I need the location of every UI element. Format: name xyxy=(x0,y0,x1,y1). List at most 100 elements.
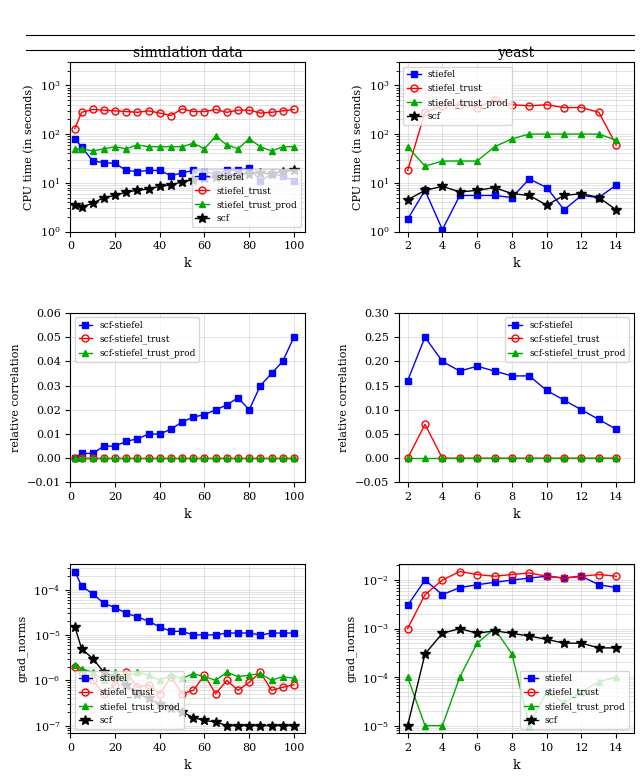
Line: scf-stiefel_trust: scf-stiefel_trust xyxy=(72,455,298,462)
scf xyxy=(167,180,175,189)
scf xyxy=(560,639,568,648)
stiefel xyxy=(122,608,130,618)
X-axis label: k: k xyxy=(513,257,520,270)
scf-stiefel_trust xyxy=(474,454,481,463)
stiefel xyxy=(456,583,463,592)
scf xyxy=(474,629,481,638)
stiefel_trust_prod xyxy=(234,672,242,681)
scf-stiefel xyxy=(212,405,220,414)
scf-stiefel xyxy=(167,424,175,434)
scf-stiefel_trust xyxy=(156,454,164,463)
stiefel_trust xyxy=(560,103,568,113)
stiefel_trust xyxy=(491,95,499,105)
stiefel xyxy=(189,166,197,175)
stiefel xyxy=(525,573,533,583)
stiefel_trust xyxy=(245,106,253,115)
scf-stiefel_trust_prod xyxy=(508,454,516,463)
scf xyxy=(189,713,197,722)
Legend: stiefel, stiefel_trust, stiefel_trust_prod, scf: stiefel, stiefel_trust, stiefel_trust_pr… xyxy=(403,67,512,125)
stiefel xyxy=(245,629,253,638)
scf-stiefel_trust_prod xyxy=(234,454,242,463)
scf xyxy=(421,185,429,195)
scf-stiefel xyxy=(421,332,429,341)
stiefel xyxy=(508,576,516,585)
Line: stiefel: stiefel xyxy=(72,568,298,639)
stiefel xyxy=(179,627,186,636)
scf-stiefel xyxy=(145,429,152,438)
stiefel_trust_prod xyxy=(456,673,463,682)
scf-stiefel_trust xyxy=(145,454,152,463)
scf xyxy=(525,632,533,641)
scf-stiefel_trust_prod xyxy=(268,454,275,463)
stiefel_trust_prod xyxy=(179,674,186,683)
scf xyxy=(404,195,412,204)
scf-stiefel_trust_prod xyxy=(404,454,412,463)
scf xyxy=(77,644,85,653)
scf xyxy=(560,191,568,200)
stiefel_trust_prod xyxy=(290,142,298,151)
stiefel_trust xyxy=(212,689,220,698)
stiefel xyxy=(525,175,533,184)
stiefel xyxy=(245,164,253,173)
scf xyxy=(268,170,275,179)
scf xyxy=(223,721,230,730)
stiefel xyxy=(612,583,620,592)
stiefel_trust xyxy=(111,680,119,689)
scf xyxy=(595,193,603,203)
X-axis label: k: k xyxy=(513,508,520,521)
Line: stiefel: stiefel xyxy=(404,573,620,609)
scf xyxy=(245,721,253,730)
stiefel_trust xyxy=(179,689,186,698)
scf-stiefel_trust_prod xyxy=(71,454,79,463)
stiefel_trust xyxy=(268,686,275,695)
stiefel_trust_prod xyxy=(145,142,152,151)
scf xyxy=(245,169,253,178)
stiefel xyxy=(179,168,186,178)
stiefel_trust xyxy=(223,108,230,117)
Legend: stiefel, stiefel_trust, stiefel_trust_prod, scf: stiefel, stiefel_trust, stiefel_trust_pr… xyxy=(192,169,301,227)
scf xyxy=(179,707,186,716)
stiefel_trust_prod xyxy=(279,142,287,151)
scf-stiefel_trust xyxy=(179,454,186,463)
scf xyxy=(122,187,130,196)
scf xyxy=(612,643,620,653)
scf-stiefel_trust xyxy=(268,454,275,463)
stiefel xyxy=(156,166,164,175)
stiefel_trust xyxy=(234,686,242,695)
stiefel_trust_prod xyxy=(134,667,141,677)
stiefel_trust_prod xyxy=(122,144,130,154)
stiefel_trust xyxy=(100,106,108,115)
scf xyxy=(290,721,298,730)
scf-stiefel_trust xyxy=(560,454,568,463)
stiefel xyxy=(134,167,141,176)
stiefel_trust_prod xyxy=(189,669,197,678)
stiefel_trust xyxy=(421,108,429,117)
stiefel_trust_prod xyxy=(268,147,275,156)
scf-stiefel xyxy=(77,449,85,458)
stiefel xyxy=(543,572,550,581)
stiefel_trust xyxy=(578,572,586,581)
stiefel xyxy=(134,612,141,622)
stiefel_trust xyxy=(201,670,209,680)
stiefel_trust_prod xyxy=(145,670,152,680)
scf-stiefel_trust_prod xyxy=(257,454,264,463)
scf-stiefel xyxy=(189,412,197,421)
scf xyxy=(111,191,119,200)
stiefel_trust_prod xyxy=(156,142,164,151)
scf xyxy=(223,171,230,180)
stiefel xyxy=(268,629,275,638)
stiefel xyxy=(421,185,429,195)
stiefel_trust xyxy=(145,106,152,116)
scf-stiefel_trust_prod xyxy=(100,454,108,463)
scf xyxy=(474,185,481,195)
stiefel_trust_prod xyxy=(156,676,164,685)
stiefel_trust xyxy=(290,105,298,114)
stiefel_trust xyxy=(525,101,533,110)
stiefel xyxy=(111,603,119,612)
stiefel xyxy=(438,225,446,234)
scf-stiefel_trust xyxy=(612,454,620,463)
scf xyxy=(438,629,446,638)
scf xyxy=(212,717,220,726)
scf xyxy=(156,699,164,708)
scf-stiefel xyxy=(268,369,275,378)
